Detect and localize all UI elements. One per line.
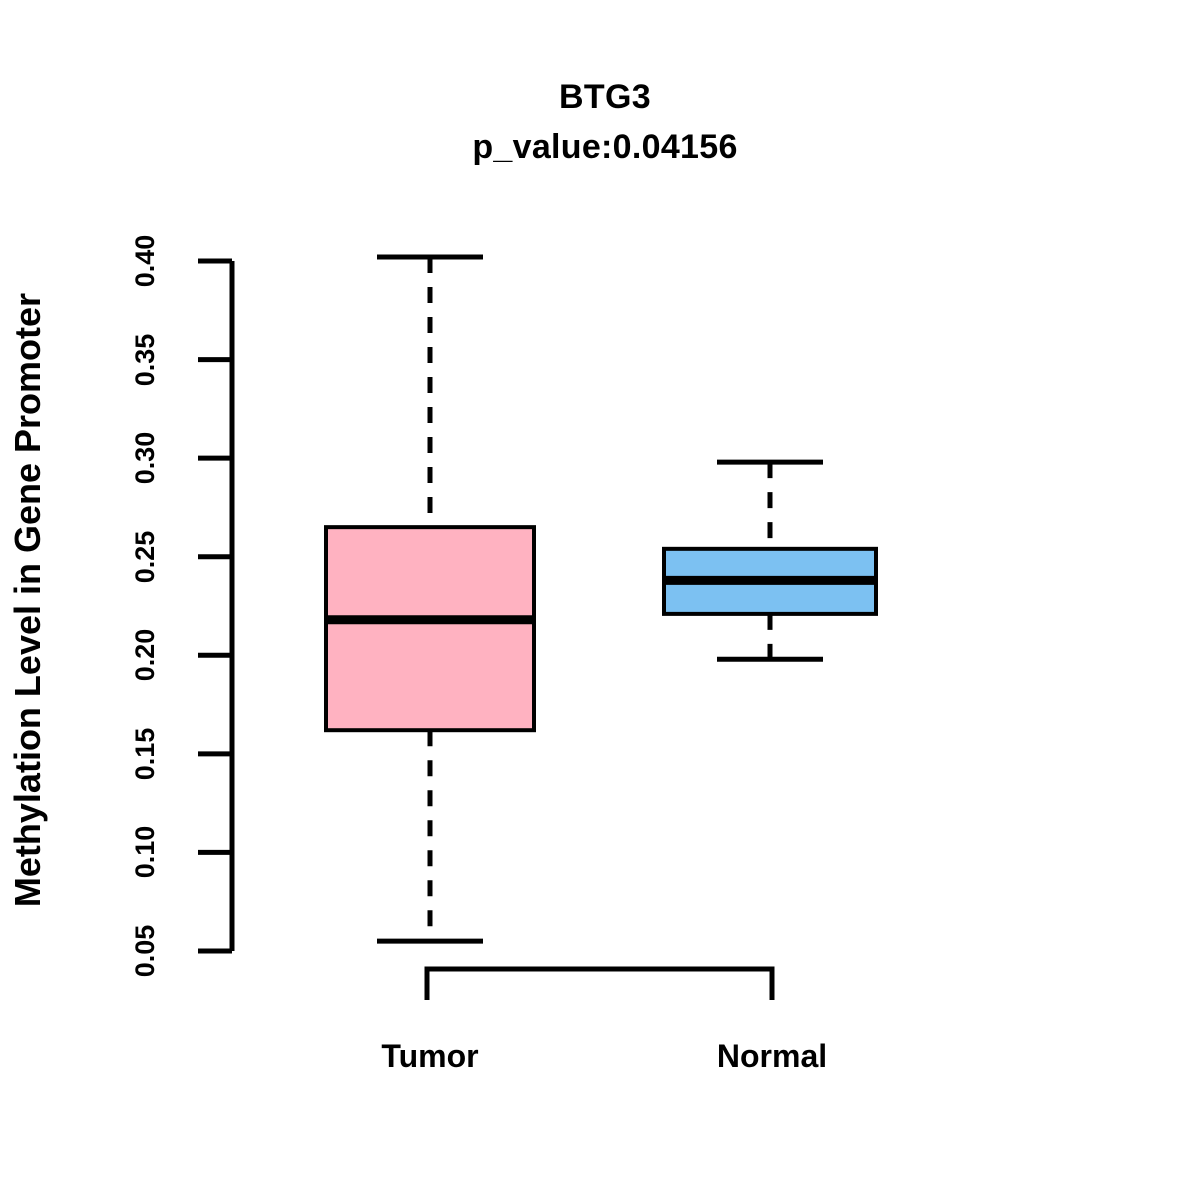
y-axis-ticks	[198, 258, 232, 954]
chart-title-block: BTG3 p_value:0.04156	[0, 72, 1200, 172]
y-axis-tick-label-0.25: 0.25	[130, 530, 160, 583]
x-axis-label-tumor: Tumor	[381, 1038, 479, 1074]
x-axis-bracket	[424, 966, 775, 1000]
box-tumor[interactable]	[324, 525, 536, 733]
y-axis-tick-label-0.15: 0.15	[130, 727, 160, 781]
chart-subtitle-pvalue: p_value:0.04156	[472, 128, 738, 166]
boxplot-tumor	[324, 254, 536, 944]
y-axis-tick-label-0.30: 0.30	[130, 431, 160, 485]
boxplot-normal	[662, 459, 878, 662]
y-axis-tick-label-0.35: 0.35	[130, 333, 160, 386]
y-axis-tick-label-0.20: 0.20	[130, 629, 160, 682]
page-title: BTG3	[559, 78, 651, 116]
y-axis-tick-label-0.05: 0.05	[130, 924, 160, 978]
boxplot-boxes-layer	[324, 254, 878, 944]
x-axis-label-normal: Normal	[716, 1038, 828, 1074]
y-axis-tick-label-0.10: 0.10	[130, 826, 160, 879]
y-axis-tick-label-0.40: 0.40	[130, 234, 160, 288]
